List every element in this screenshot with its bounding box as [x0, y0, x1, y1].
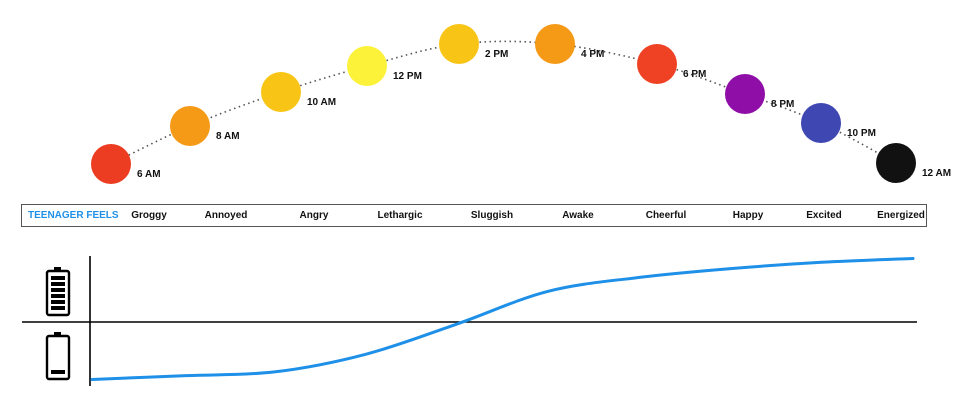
- time-label: 8 AM: [216, 131, 240, 142]
- time-label: 2 PM: [485, 49, 508, 60]
- time-circle: [725, 74, 765, 114]
- time-circle: [91, 144, 131, 184]
- feeling-label: Sluggish: [470, 210, 514, 221]
- time-circle: [801, 103, 841, 143]
- feeling-label: Annoyed: [204, 210, 248, 221]
- time-label: 4 PM: [581, 49, 604, 60]
- time-circle: [439, 24, 479, 64]
- time-label: 10 PM: [847, 128, 876, 139]
- time-circle: [170, 106, 210, 146]
- feeling-label: Energized: [877, 210, 925, 221]
- teenager-feels-bar: TEENAGER FEELS Groggy Annoyed Angry Leth…: [21, 204, 927, 227]
- time-label: 8 PM: [771, 99, 794, 110]
- time-label: 12 PM: [393, 71, 422, 82]
- time-label: 12 AM: [922, 168, 951, 179]
- feeling-label: Lethargic: [377, 210, 423, 221]
- feeling-label: Happy: [732, 210, 764, 221]
- feeling-label: Cheerful: [645, 210, 687, 221]
- time-circle: [347, 46, 387, 86]
- feeling-label: Awake: [562, 210, 594, 221]
- time-label: 10 AM: [307, 97, 336, 108]
- time-label: 6 PM: [683, 69, 706, 80]
- teenager-feels-title: TEENAGER FEELS: [28, 210, 119, 221]
- time-circle: [876, 143, 916, 183]
- time-circle: [261, 72, 301, 112]
- time-circles: [91, 24, 916, 184]
- feeling-label: Groggy: [131, 210, 167, 221]
- feeling-label: Angry: [299, 210, 329, 221]
- time-circle: [535, 24, 575, 64]
- feeling-label: Excited: [806, 210, 842, 221]
- time-labels: 6 AM 8 AM 10 AM 12 PM 2 PM 4 PM 6 PM 8 PM 10 PM 1…: [137, 49, 951, 180]
- energy-curve: [90, 257, 915, 381]
- time-label: 6 AM: [137, 169, 161, 180]
- battery-full-icon: [45, 267, 71, 317]
- battery-low-icon: [45, 332, 71, 381]
- time-circle: [637, 44, 677, 84]
